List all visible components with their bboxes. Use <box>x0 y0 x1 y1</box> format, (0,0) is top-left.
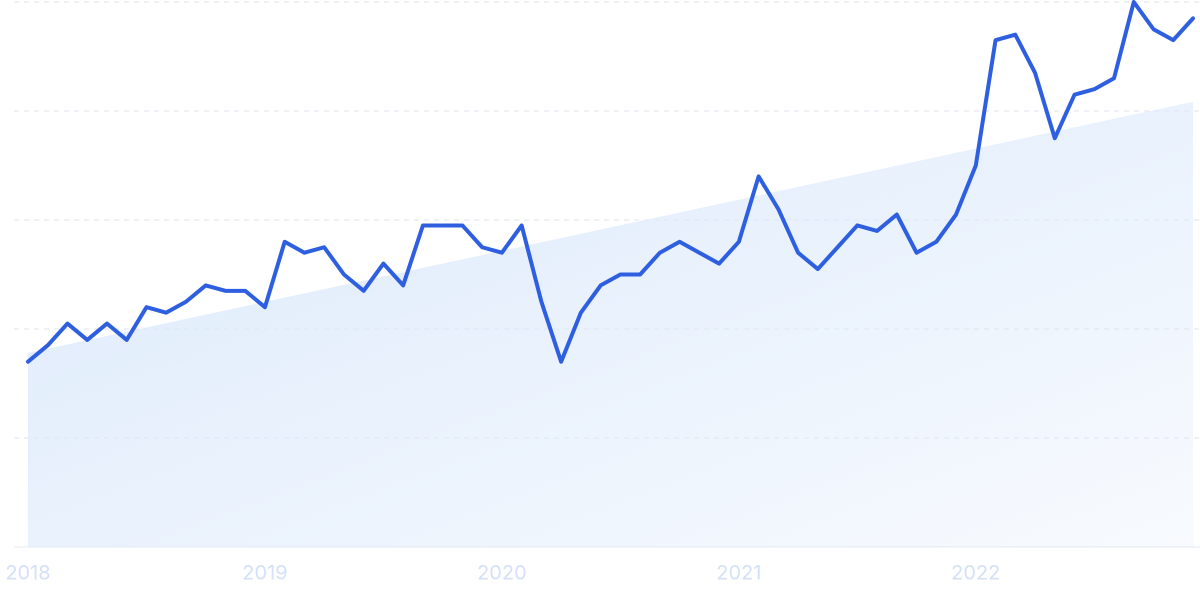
x-tick-label: 2020 <box>477 560 527 584</box>
x-tick-label: 2022 <box>951 560 1000 584</box>
trend-area <box>28 101 1193 548</box>
x-tick-label: 2019 <box>242 560 287 584</box>
line <box>26 0 1195 364</box>
x-tick-label: 2018 <box>5 560 50 584</box>
x-tick-label: 2021 <box>716 560 761 584</box>
